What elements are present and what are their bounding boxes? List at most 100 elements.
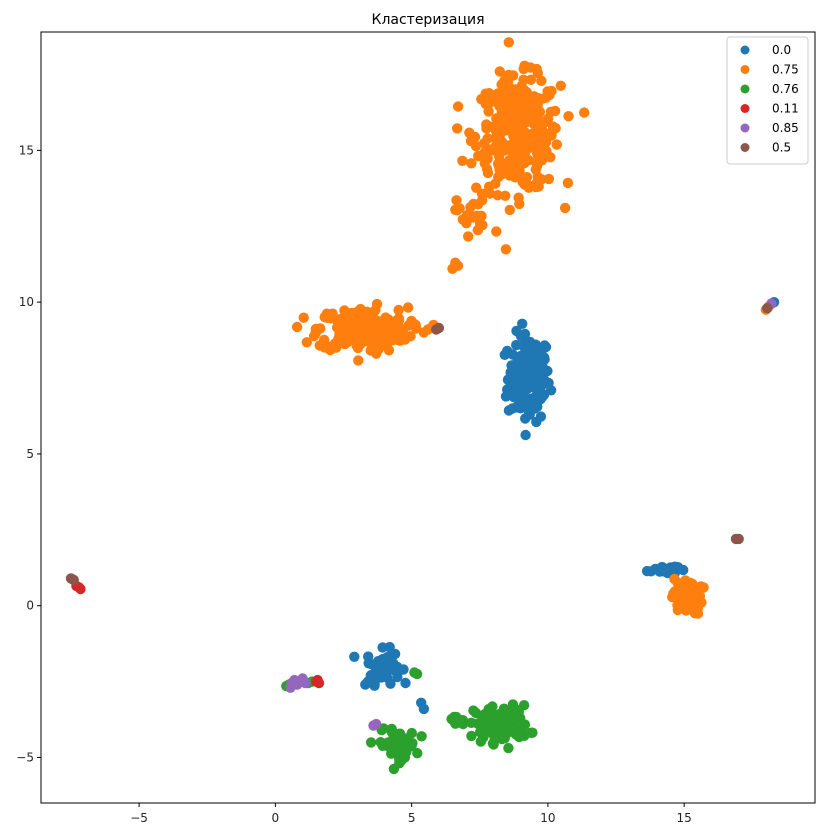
- data-point: [514, 399, 525, 410]
- data-point: [503, 742, 514, 754]
- y-tick-label: 15: [19, 143, 34, 157]
- data-point: [331, 315, 343, 326]
- x-tick-label: 5: [408, 811, 416, 825]
- data-point: [543, 173, 555, 185]
- data-point: [491, 226, 502, 237]
- data-point: [478, 138, 490, 149]
- legend-label: 0.75: [772, 63, 799, 77]
- data-point: [495, 112, 506, 124]
- data-point: [680, 605, 692, 616]
- data-point: [396, 749, 407, 760]
- data-point: [498, 703, 510, 714]
- data-point: [500, 190, 511, 201]
- legend: 0.0 0.75 0.76 0.11 0.85 0.5: [726, 36, 809, 165]
- data-point: [531, 416, 542, 428]
- data-point: [555, 80, 566, 92]
- data-point: [534, 385, 546, 396]
- data-point: [496, 169, 508, 180]
- legend-label: 0.5: [772, 141, 791, 155]
- legend-marker: [740, 65, 750, 74]
- data-point: [466, 158, 477, 169]
- data-point: [387, 334, 399, 346]
- data-point: [536, 368, 547, 380]
- data-point: [525, 727, 536, 738]
- data-point: [484, 188, 496, 199]
- data-point: [562, 177, 574, 189]
- data-point: [669, 573, 680, 585]
- data-point: [489, 142, 500, 153]
- data-point: [377, 642, 388, 653]
- data-point: [475, 220, 486, 231]
- data-point: [508, 392, 520, 403]
- data-point: [472, 718, 483, 729]
- data-point: [383, 345, 395, 356]
- data-point: [523, 99, 534, 111]
- data-point: [398, 329, 410, 340]
- data-point: [563, 111, 574, 122]
- data-point: [365, 737, 377, 748]
- data-point: [498, 122, 509, 133]
- x-tick-label: 15: [677, 811, 692, 825]
- data-point: [371, 298, 383, 310]
- y-tick-label: 5: [26, 447, 34, 461]
- data-point: [551, 139, 562, 150]
- data-point: [528, 129, 539, 140]
- data-point: [75, 583, 86, 595]
- data-point: [398, 664, 409, 675]
- data-point: [510, 160, 521, 171]
- data-point: [492, 95, 504, 107]
- data-point: [532, 67, 543, 79]
- data-point: [503, 37, 514, 48]
- data-point: [416, 731, 427, 742]
- data-point: [484, 121, 496, 132]
- x-tick-label: 0: [272, 811, 280, 825]
- data-point: [540, 92, 552, 103]
- x-axis: −5 0 5 10 15: [130, 803, 692, 825]
- data-point: [499, 349, 510, 360]
- data-point: [514, 198, 525, 210]
- data-point: [450, 204, 461, 215]
- data-point: [452, 123, 463, 134]
- data-point: [291, 321, 303, 333]
- data-point: [454, 714, 465, 726]
- data-point: [484, 88, 495, 99]
- legend-marker: [740, 45, 750, 55]
- data-point: [300, 677, 311, 689]
- data-point: [363, 651, 374, 662]
- y-tick-label: 10: [19, 295, 34, 309]
- data-point: [473, 150, 484, 162]
- data-point: [517, 318, 528, 329]
- data-point: [298, 312, 309, 323]
- data-point: [536, 174, 547, 185]
- data-point: [388, 763, 400, 775]
- data-point: [375, 662, 387, 673]
- data-point: [500, 244, 512, 255]
- series-0.5: [65, 303, 773, 586]
- data-point: [522, 399, 533, 411]
- data-point: [361, 325, 372, 337]
- data-point: [301, 337, 312, 348]
- data-point: [499, 87, 511, 98]
- y-axis: −5 0 5 10 15: [16, 143, 41, 764]
- data-point: [669, 561, 681, 572]
- data-point: [68, 574, 79, 586]
- data-point: [457, 155, 468, 166]
- data-point: [314, 340, 325, 351]
- data-point: [452, 101, 464, 112]
- data-point: [496, 79, 507, 90]
- data-point: [315, 323, 326, 334]
- data-point: [688, 589, 699, 600]
- legend-box: [726, 36, 809, 165]
- series-0.76: [281, 667, 538, 775]
- data-point: [500, 391, 512, 402]
- data-point: [362, 676, 374, 687]
- data-point: [418, 327, 430, 338]
- data-point: [378, 321, 389, 333]
- legend-label: 0.76: [772, 82, 799, 96]
- data-point: [527, 357, 538, 368]
- data-point: [520, 429, 531, 441]
- data-point: [431, 324, 442, 335]
- data-point: [559, 202, 571, 214]
- data-point: [537, 125, 548, 136]
